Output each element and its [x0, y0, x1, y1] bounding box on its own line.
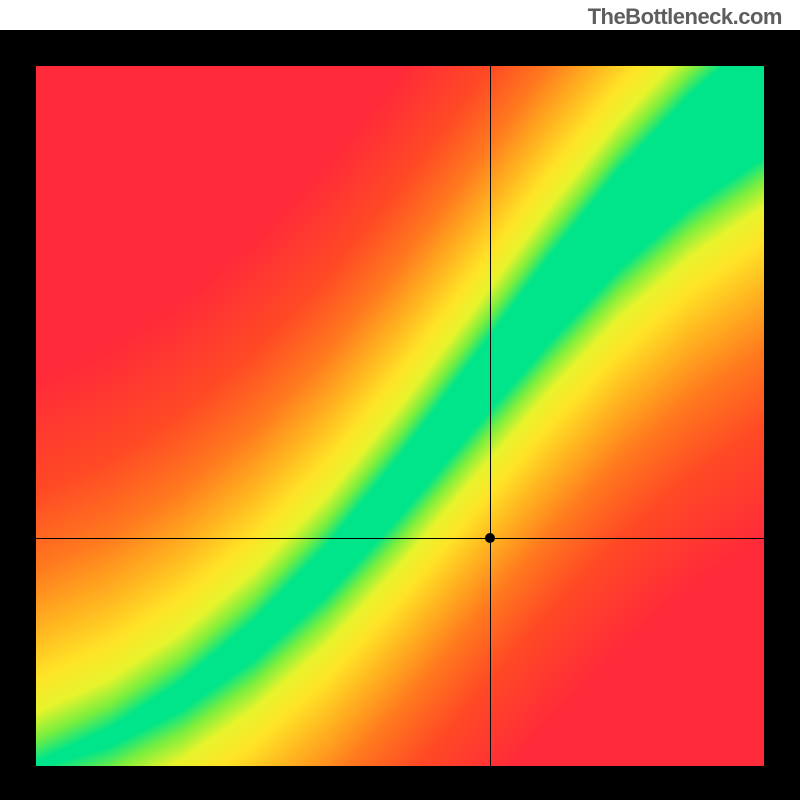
- chart-plot-area: [36, 66, 764, 766]
- crosshair-vertical: [490, 66, 491, 766]
- heatmap-canvas: [36, 66, 764, 766]
- chart-frame: [0, 30, 800, 800]
- intersection-marker: [485, 533, 495, 543]
- watermark-text: TheBottleneck.com: [588, 4, 782, 30]
- crosshair-horizontal: [36, 538, 764, 539]
